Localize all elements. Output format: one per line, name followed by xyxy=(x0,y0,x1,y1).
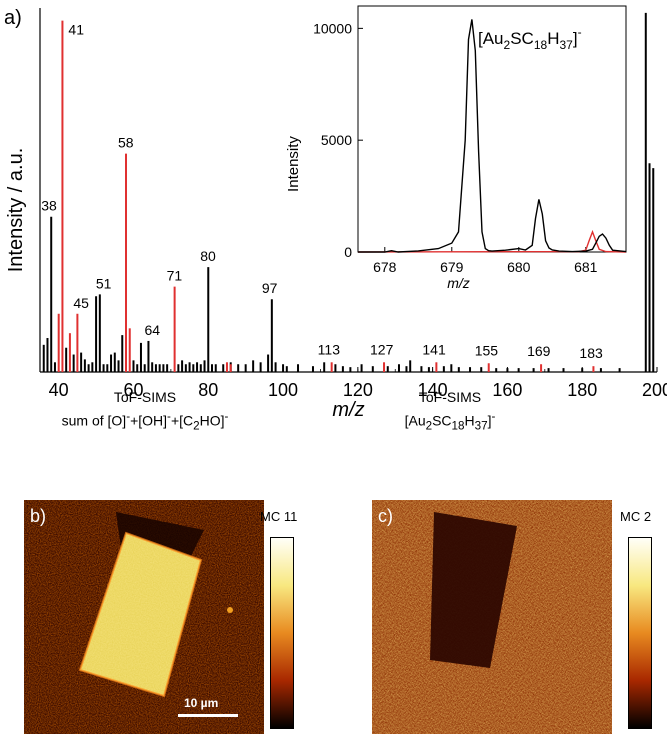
peak-label: 183 xyxy=(579,345,603,361)
main-x-tick-label: 60 xyxy=(123,380,143,400)
inset-x-tick-label: 679 xyxy=(440,259,464,275)
inset-y-axis-label: Intensity xyxy=(285,136,302,192)
panel-b-title: ToF-SIMS sum of [O]-+[OH]-+[C2HO]- xyxy=(0,388,290,435)
spectrum-figure: a) 40 60 80 100 120 140 160 180 200 m/z Intensity … xyxy=(4,5,667,420)
main-x-tick-label: 180 xyxy=(567,380,597,400)
main-x-tick-label: 120 xyxy=(343,380,373,400)
peak-label: 64 xyxy=(144,322,160,338)
main-spectrum-axes: 40 60 80 100 120 140 160 180 200 m/z Intensity / a… xyxy=(5,8,667,420)
peak-label: 41 xyxy=(68,22,84,38)
peak-label: 127 xyxy=(370,341,394,357)
main-x-tick-label: 200 xyxy=(642,380,667,400)
panel-c-image: c) xyxy=(372,500,612,734)
panel-c-image-drawing xyxy=(372,500,612,734)
panel-c-letter: c) xyxy=(378,506,393,526)
inset-frame xyxy=(357,5,627,253)
panel-b-colorbar-label: MC 11 xyxy=(260,509,298,524)
peak-label: 141 xyxy=(422,341,446,357)
panel-c-title-line2: [Au2SC18H37]- xyxy=(404,410,496,433)
peak-label: 113 xyxy=(318,341,341,357)
main-x-tick-label: 140 xyxy=(418,380,448,400)
inset-x-tick-label: 681 xyxy=(574,259,598,275)
inset-black-line xyxy=(358,19,627,253)
scale-bar xyxy=(178,714,238,717)
panel-b-image: b) 10 µm xyxy=(24,500,264,734)
panel-b-colorbar xyxy=(270,537,294,729)
inset-y-tick-label: 10000 xyxy=(313,20,352,36)
inset-y-tick-label: 5000 xyxy=(321,132,352,148)
peak-label: 169 xyxy=(527,343,551,359)
peak-label: 58 xyxy=(118,135,134,151)
panel-b-image-drawing xyxy=(24,500,264,734)
peak-label: 45 xyxy=(73,295,89,311)
panel-c-dark-rectangle xyxy=(430,512,517,668)
panel-b-letter: b) xyxy=(30,506,47,526)
inset-y-tick-label: 0 xyxy=(344,244,352,260)
main-x-tick-label: 80 xyxy=(198,380,218,400)
peak-label: 97 xyxy=(262,280,278,296)
inset-x-axis-label: m/z xyxy=(447,275,470,291)
main-x-tick-label: 100 xyxy=(268,380,298,400)
peak-label: 71 xyxy=(167,268,183,284)
main-y-axis-label: Intensity / a.u. xyxy=(5,148,27,273)
panel-c-title-line1: ToF-SIMS xyxy=(418,389,482,405)
inset-x-tick-label: 678 xyxy=(373,259,397,275)
inset-x-tick-label: 680 xyxy=(507,259,531,275)
panel-a-letter: a) xyxy=(4,7,22,29)
scale-bar-label: 10 µm xyxy=(184,696,219,710)
main-x-axis-label: m/z xyxy=(332,399,364,420)
inset-spectrum-axes: 0 5000 10000 678 679 680 681 m/z Intensity [Au2SC… xyxy=(285,5,627,291)
panel-b-title-line1: ToF-SIMS xyxy=(113,389,177,405)
panel-c-title: ToF-SIMS [Au2SC18H37]- xyxy=(330,388,570,435)
peak-label: 51 xyxy=(96,275,112,291)
peak-label: 155 xyxy=(475,342,499,358)
panel-c-colorbar xyxy=(628,537,652,729)
peak-label: 80 xyxy=(200,248,216,264)
peak-label: 38 xyxy=(41,198,57,214)
inset-title: [Au2SC18H37]- xyxy=(478,25,582,52)
panel-b-title-line2: sum of [O]-+[OH]-+[C2HO]- xyxy=(61,410,229,433)
panel-c-colorbar-label: MC 2 xyxy=(620,509,652,524)
main-x-tick-label: 40 xyxy=(49,380,69,400)
main-x-tick-label: 160 xyxy=(492,380,522,400)
